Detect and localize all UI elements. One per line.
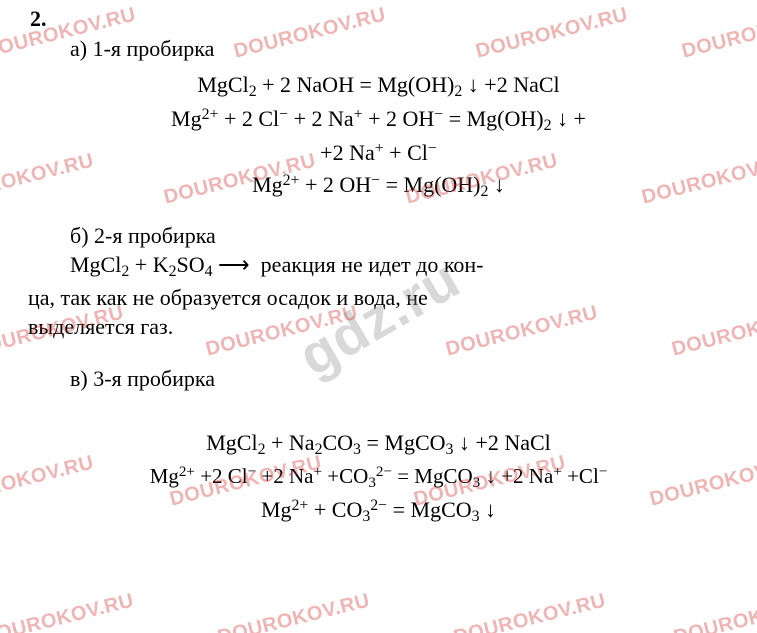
eq-c-1: MgCl2 + Na2CO3 = MgCO3 ↓ +2 NaCl — [28, 428, 729, 460]
eq-c-3: Mg2+ + CO32− = MgCO3 ↓ — [28, 495, 729, 527]
section-b-label: б) 2-я пробирка — [28, 221, 729, 251]
problem-number: 2. — [30, 4, 47, 34]
section-a: а) 1-я пробирка MgCl2 + 2 NaOH = Mg(OH)2… — [28, 34, 729, 203]
section-a-label: а) 1-я пробирка — [28, 34, 729, 64]
section-b-line2: ца, так как не образуется осадок и вода,… — [28, 283, 729, 313]
eq-a-4: Mg2+ + 2 OH− = Mg(OH)2 ↓ — [28, 170, 729, 202]
eq-a-2: Mg2+ + 2 Cl− + 2 Na+ + 2 OH− = Mg(OH)2 ↓… — [28, 104, 729, 136]
section-b-line3: выделяется газ. — [28, 312, 729, 342]
section-c: в) 3-я пробирка MgCl2 + Na2CO3 = MgCO3 ↓… — [28, 364, 729, 528]
eq-c-2: Mg2+ +2 Cl− +2 Na+ +CO32− = MgCO3 ↓ +2 N… — [28, 462, 729, 493]
section-b-line1: MgCl2 + K2SO4 ⟶ реакция не идет до кон- — [28, 250, 729, 282]
eq-a-3: +2 Na+ + Cl− — [28, 138, 729, 168]
section-b: б) 2-я пробирка MgCl2 + K2SO4 ⟶ реакция … — [28, 221, 729, 342]
section-c-label: в) 3-я пробирка — [28, 364, 729, 394]
page: 2. а) 1-я пробирка MgCl2 + 2 NaOH = Mg(O… — [0, 0, 757, 633]
eq-a-1: MgCl2 + 2 NaOH = Mg(OH)2 ↓ +2 NaCl — [28, 70, 729, 102]
